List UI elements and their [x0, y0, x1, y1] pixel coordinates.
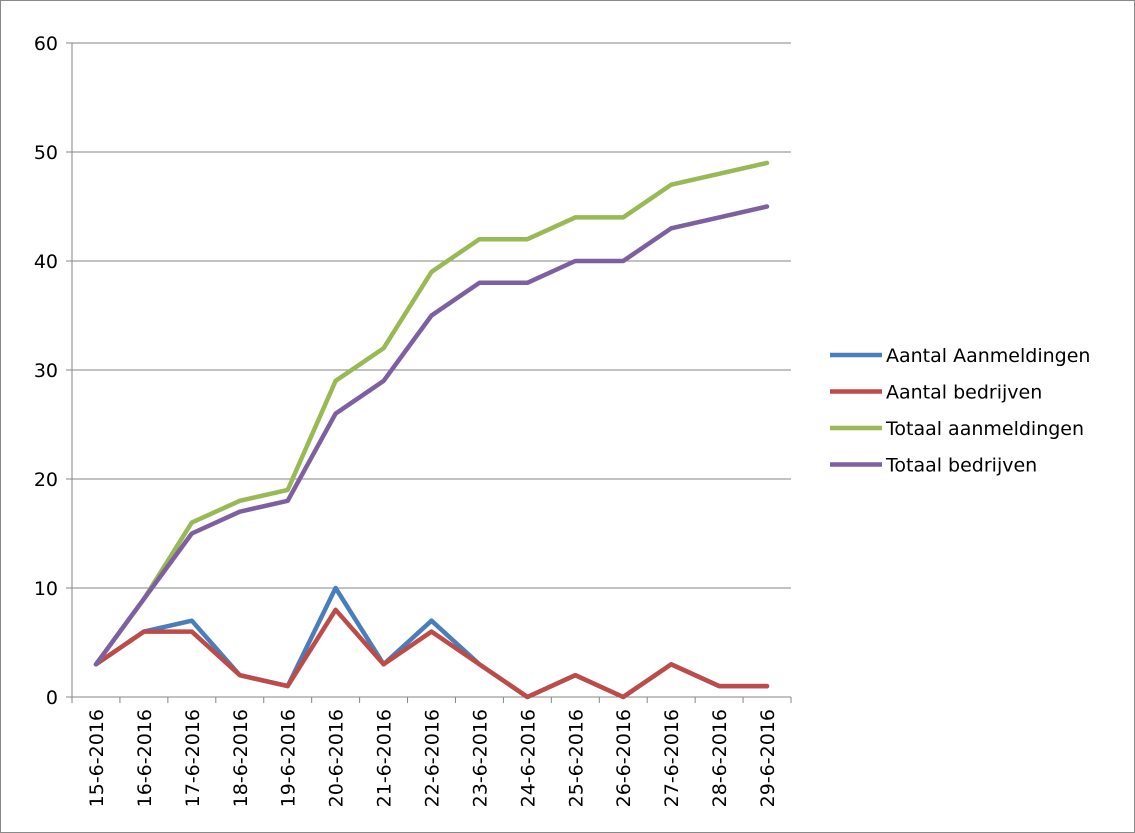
- x-tick-label: 16-6-2016: [134, 709, 156, 807]
- series-lines: [93, 160, 770, 700]
- axes: [66, 42, 792, 703]
- x-tick-label: 23-6-2016: [469, 709, 491, 807]
- series-line-4: [93, 204, 770, 667]
- x-tick-label: 19-6-2016: [278, 709, 300, 807]
- x-tick-label: 27-6-2016: [661, 709, 683, 807]
- y-axis-ticks: 0 10 20 30 40 50 60: [34, 33, 58, 709]
- y-tick-label: 40: [34, 251, 58, 273]
- y-tick-label: 30: [34, 360, 58, 382]
- x-axis-ticks: 15-6-2016 16-6-2016 17-6-2016 18-6-2016 19-6…: [86, 709, 779, 807]
- legend-label: Aantal bedrijven: [886, 382, 1042, 404]
- x-tick-label: 24-6-2016: [517, 709, 539, 807]
- y-tick-label: 0: [46, 687, 58, 709]
- x-tick-label: 22-6-2016: [422, 709, 444, 807]
- x-tick-label: 26-6-2016: [613, 709, 635, 807]
- x-tick-label: 18-6-2016: [230, 709, 252, 807]
- x-tick-label: 28-6-2016: [709, 709, 731, 807]
- legend-label: Aantal Aanmeldingen: [886, 345, 1090, 367]
- y-tick-label: 20: [34, 469, 58, 491]
- series-line-1: [93, 585, 770, 700]
- legend: Aantal Aanmeldingen Aantal bedrijven Totaa…: [830, 345, 1090, 477]
- x-tick-label: 17-6-2016: [182, 709, 204, 807]
- x-tick-label: 25-6-2016: [565, 709, 587, 807]
- y-tick-label: 50: [34, 142, 58, 164]
- y-tick-label: 60: [34, 33, 58, 55]
- legend-label: Totaal aanmeldingen: [885, 418, 1084, 440]
- gridlines: [72, 42, 791, 589]
- x-tick-label: 15-6-2016: [86, 709, 108, 807]
- series-line-2: [93, 607, 770, 700]
- series-line-3: [93, 160, 770, 667]
- x-tick-label: 21-6-2016: [374, 709, 396, 807]
- x-tick-label: 29-6-2016: [757, 709, 779, 807]
- x-tick-label: 20-6-2016: [326, 709, 348, 807]
- legend-label: Totaal bedrijven: [885, 455, 1037, 477]
- y-tick-label: 10: [34, 578, 58, 600]
